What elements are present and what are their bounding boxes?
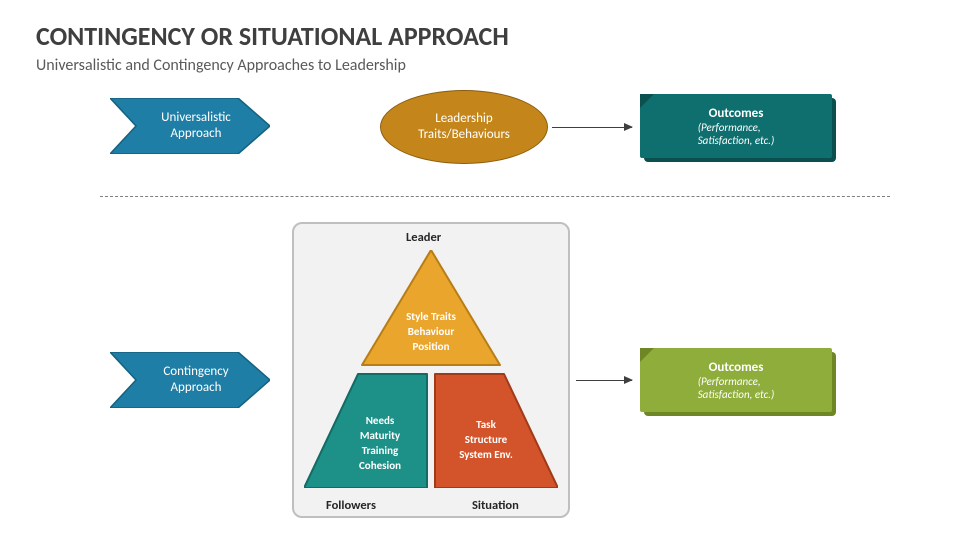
chevron-contingency-label: ContingencyApproach [163,364,228,395]
page-subtitle: Universalistic and Contingency Approache… [36,56,406,75]
chevron-universalistic: UniversalisticApproach [110,98,270,154]
outcome-box-bottom: Outcomes (Performance,Satisfaction, etc.… [640,348,832,412]
arrow-panel-to-outcome [576,380,632,381]
outcome-box-top: Outcomes (Performance,Satisfaction, etc.… [640,94,832,158]
triangle-diagram: Style TraitsBehaviourPosition NeedsMatur… [304,250,558,488]
triangle-top-text: Style TraitsBehaviourPosition [404,310,458,355]
ellipse-leadership-traits: LeadershipTraits/Behaviours [380,90,548,164]
panel-label-situation: Situation [472,498,519,513]
triangle-right-text: TaskStructureSystem Env. [450,418,522,463]
outcome-bottom-title: Outcomes [709,360,764,375]
outcome-top-title: Outcomes [709,106,764,121]
divider-dashed [100,196,890,197]
panel-label-followers: Followers [326,498,376,513]
arrow-ellipse-to-outcome [552,127,632,128]
ellipse-label: LeadershipTraits/Behaviours [418,111,510,144]
outcome-bottom-sub: (Performance,Satisfaction, etc.) [698,375,775,401]
chevron-contingency: ContingencyApproach [110,352,270,408]
triangle-left-text: NeedsMaturityTrainingCohesion [348,414,412,473]
page-title: CONTINGENCY OR SITUATIONAL APPROACH [36,20,509,52]
chevron-universalistic-label: UniversalisticApproach [161,110,231,141]
outcome-top-sub: (Performance,Satisfaction, etc.) [698,121,775,147]
panel-label-leader: Leader [406,230,441,245]
